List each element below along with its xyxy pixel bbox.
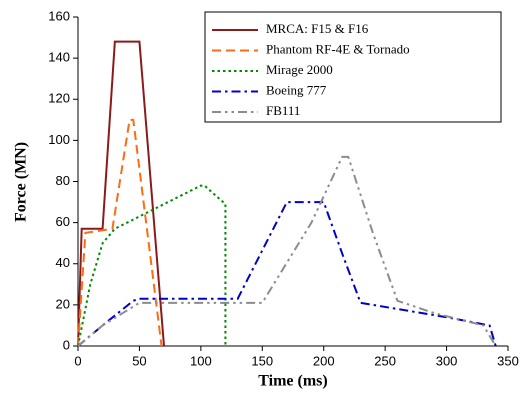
- y-tick-label: 80: [56, 173, 70, 188]
- x-tick-label: 100: [190, 353, 212, 368]
- y-tick-label: 0: [63, 337, 70, 352]
- y-tick-label: 60: [56, 214, 70, 229]
- x-tick-label: 300: [436, 353, 458, 368]
- series-line: [77, 40, 165, 347]
- series-line: [77, 201, 497, 347]
- y-tick-label: 20: [56, 296, 70, 311]
- x-axis-title: Time (ms): [258, 373, 327, 390]
- x-tick-label: 50: [132, 353, 146, 368]
- legend-label: Boeing 777: [266, 82, 327, 97]
- series-line: [77, 184, 227, 347]
- y-axis-title: Force (MN): [13, 142, 30, 222]
- y-tick-label: 160: [48, 8, 70, 23]
- x-tick-label: 0: [74, 353, 81, 368]
- legend-label: Mirage 2000: [266, 62, 333, 77]
- y-tick-label: 140: [48, 50, 70, 65]
- series-line: [77, 155, 497, 347]
- y-tick-label: 120: [48, 91, 70, 106]
- x-tick-label: 350: [497, 353, 519, 368]
- x-tick-label: 250: [374, 353, 396, 368]
- legend-label: FB111: [266, 103, 300, 118]
- x-tick-label: 150: [251, 353, 273, 368]
- y-tick-label: 100: [48, 132, 70, 147]
- x-tick-label: 200: [313, 353, 335, 368]
- legend-label: Phantom RF-4E & Tornado: [266, 41, 410, 56]
- legend-label: MRCA: F15 & F16: [266, 21, 369, 36]
- y-tick-label: 40: [56, 255, 70, 270]
